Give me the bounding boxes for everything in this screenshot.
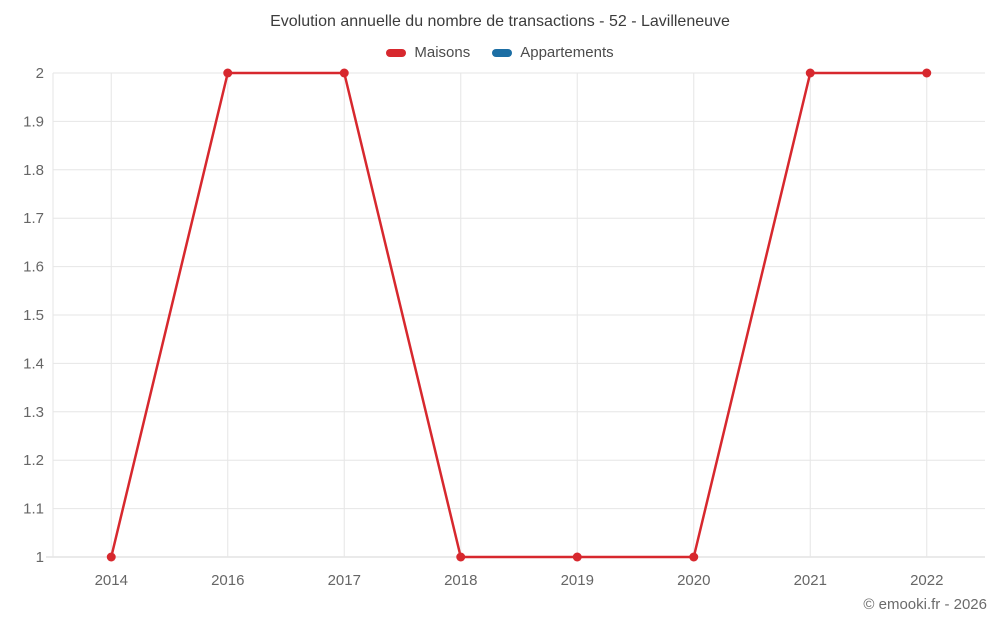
x-tick-label: 2019 bbox=[561, 572, 594, 589]
y-tick-label: 1.6 bbox=[23, 259, 44, 276]
data-point-marker bbox=[106, 552, 116, 562]
x-tick-label: 2016 bbox=[211, 572, 244, 589]
y-tick-label: 1.8 bbox=[23, 162, 44, 179]
x-tick-label: 2018 bbox=[444, 572, 477, 589]
data-point-marker bbox=[922, 68, 932, 78]
data-point-marker bbox=[339, 68, 349, 78]
x-tick-label: 2022 bbox=[910, 572, 943, 589]
y-tick-label: 1.9 bbox=[23, 113, 44, 130]
x-tick-label: 2021 bbox=[794, 572, 827, 589]
legend-item-maisons[interactable]: Maisons bbox=[386, 44, 470, 61]
y-tick-label: 1.5 bbox=[23, 307, 44, 324]
y-tick-label: 1.7 bbox=[23, 210, 44, 227]
y-tick-label: 1.2 bbox=[23, 452, 44, 469]
x-tick-label: 2020 bbox=[677, 572, 710, 589]
y-tick-label: 1.1 bbox=[23, 501, 44, 518]
x-tick-label: 2017 bbox=[328, 572, 361, 589]
data-point-marker bbox=[456, 552, 466, 562]
legend-swatch-appartements-icon bbox=[492, 48, 513, 57]
legend-swatch-maisons-icon bbox=[386, 48, 407, 57]
y-tick-label: 1.4 bbox=[23, 355, 44, 372]
data-point-marker bbox=[689, 552, 699, 562]
y-tick-label: 1.3 bbox=[23, 404, 44, 421]
legend-item-appartements[interactable]: Appartements bbox=[492, 44, 614, 61]
x-tick-label: 2014 bbox=[95, 572, 128, 589]
series-line-maisons bbox=[110, 71, 928, 559]
chart-title: Evolution annuelle du nombre de transact… bbox=[270, 13, 730, 30]
legend-label-maisons: Maisons bbox=[414, 44, 471, 61]
y-tick-label: 2 bbox=[36, 65, 44, 82]
data-point-marker bbox=[805, 68, 815, 78]
copyright-text: © emooki.fr - 2026 bbox=[863, 596, 987, 613]
data-point-marker bbox=[572, 552, 582, 562]
y-tick-label: 1 bbox=[36, 549, 44, 566]
data-point-marker bbox=[223, 68, 233, 78]
chart-legend: Maisons Appartements bbox=[0, 44, 1000, 61]
legend-label-appartements: Appartements bbox=[520, 44, 614, 61]
